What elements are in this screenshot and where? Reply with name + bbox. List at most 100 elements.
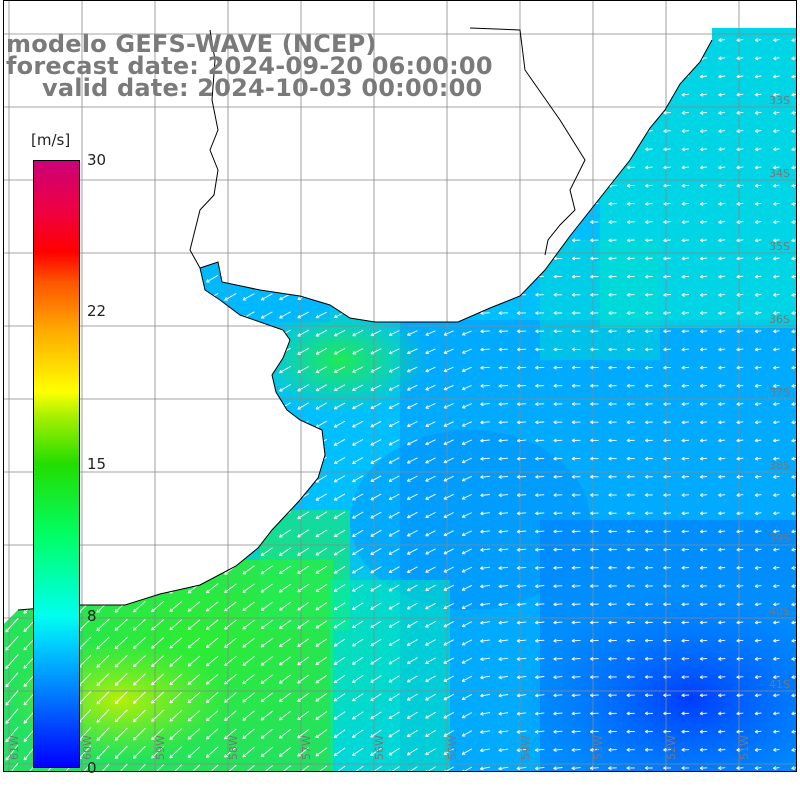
wind-arrow-1258 (480, 547, 490, 552)
wind-arrow-696 (663, 311, 671, 316)
wind-arrow-1131 (571, 493, 581, 497)
wind-arrow-1626 (773, 693, 780, 698)
wind-arrow-1260 (516, 547, 527, 552)
wind-arrow-1062 (114, 473, 128, 485)
wind-arrow-328 (370, 166, 382, 173)
wind-arrow-1651 (425, 711, 436, 719)
wind-arrow-1164 (370, 511, 382, 519)
wind-arrow-1156 (224, 510, 237, 520)
wind-arrow-582 (187, 274, 201, 283)
wind-arrow-714 (187, 329, 201, 338)
wind-arrow-547 (352, 257, 364, 264)
wind-arrow-1802 (773, 766, 780, 771)
wind-arrow-1230 (773, 529, 780, 534)
wind-arrow-785 (681, 347, 690, 352)
wind-arrow-169 (681, 92, 689, 97)
wind-arrow-335 (498, 165, 508, 170)
wind-arrow-638 (407, 293, 418, 300)
wind-arrow-1741 (461, 748, 473, 755)
wind-arrow-908 (516, 402, 527, 407)
wind-arrow-667 (132, 310, 146, 320)
wind-arrow-457 (315, 220, 327, 228)
wind-arrow-1606 (406, 693, 418, 701)
speed-patch-11 (330, 580, 450, 772)
wind-arrow-1276 (5, 563, 19, 578)
wind-arrow-1553 (242, 674, 255, 685)
wind-arrow-1712 (736, 729, 744, 734)
wind-arrow-1232 (5, 545, 19, 560)
wind-arrow-687 (498, 311, 508, 316)
wind-arrow-1484 (589, 638, 599, 643)
wind-arrow-425 (535, 201, 545, 206)
wind-arrow-1612 (516, 693, 527, 698)
wind-arrow-963 (718, 420, 726, 425)
wind-arrow-1050 (699, 456, 708, 461)
wind-arrow-302 (699, 147, 708, 152)
wind-arrow-163 (571, 92, 581, 97)
wind-arrow-803 (205, 365, 219, 374)
wind-arrow-1241 (169, 546, 183, 558)
wind-arrow-917 (681, 402, 690, 407)
wind-arrow-1753 (681, 747, 690, 752)
wind-arrow-1092 (663, 474, 671, 479)
wind-arrow-628 (224, 293, 237, 301)
wind-arrow-372 (370, 184, 382, 191)
wind-arrow-194 (334, 111, 345, 118)
wind-arrow-1460 (151, 637, 164, 649)
wind-arrow-1545 (96, 673, 110, 687)
wind-arrow-853 (315, 384, 328, 392)
wind-arrow-1765 (96, 763, 110, 772)
wind-arrow-24 (443, 39, 454, 45)
wind-arrow-1000 (590, 438, 599, 443)
wind-arrow-1641 (242, 710, 255, 721)
wind-arrow-1620 (663, 693, 672, 698)
wind-arrow-605 (608, 274, 617, 279)
wind-arrow-643 (498, 292, 508, 297)
wind-arrow-1357 (681, 584, 690, 589)
wind-arrow-1793 (608, 766, 617, 771)
wind-arrow-1468 (297, 638, 310, 648)
wind-arrow-438 (773, 201, 780, 206)
wind-arrow-774 (480, 347, 490, 352)
wind-arrow-1702 (553, 729, 563, 734)
wind-arrow-1069 (242, 474, 255, 484)
wind-arrow-1300 (443, 566, 454, 573)
wind-arrow-1600 (297, 692, 310, 702)
wind-arrow-920 (736, 402, 744, 407)
wind-arrow-1581 (754, 675, 762, 680)
lat-label-35S: 35S (769, 240, 790, 253)
wind-arrow-1355 (644, 584, 653, 588)
wind-arrow-699 (718, 311, 726, 316)
wind-arrow-1714 (773, 729, 780, 734)
wind-arrow-1571 (571, 675, 581, 680)
wind-arrow-873 (681, 383, 690, 388)
wind-arrow-845 (169, 383, 183, 393)
wind-arrow-1150 (114, 510, 128, 522)
wind-arrow-1087 (571, 474, 581, 479)
wind-arrow-874 (699, 383, 708, 388)
wind-arrow-1768 (151, 764, 164, 772)
wind-arrow-247 (498, 129, 508, 133)
wind-arrow-1736 (370, 747, 382, 756)
wind-arrow-798 (114, 365, 128, 375)
wind-arrow-1030 (333, 457, 346, 465)
wind-arrow-973 (96, 437, 110, 449)
wind-arrow-375 (425, 184, 436, 191)
wind-arrow-327 (352, 166, 364, 173)
wind-arrow-1520 (443, 657, 455, 664)
wind-arrow-729 (461, 330, 472, 336)
wind-arrow-433 (681, 201, 689, 206)
wind-arrow-352 (5, 183, 19, 193)
wind-arrow-386 (626, 183, 635, 188)
wind-arrow-416 (370, 202, 382, 209)
wind-arrow-804 (224, 365, 237, 374)
wind-arrow-671 (206, 311, 219, 320)
wind-arrow-42 (773, 38, 780, 43)
wind-arrow-1353 (608, 584, 617, 588)
wind-arrow-1695 (425, 730, 436, 737)
wind-arrow-657 (754, 292, 762, 297)
wind-arrow-1332 (224, 583, 237, 594)
wind-arrow-888 (151, 401, 164, 411)
wind-arrow-1303 (498, 566, 509, 570)
wind-arrow-1049 (681, 456, 690, 461)
